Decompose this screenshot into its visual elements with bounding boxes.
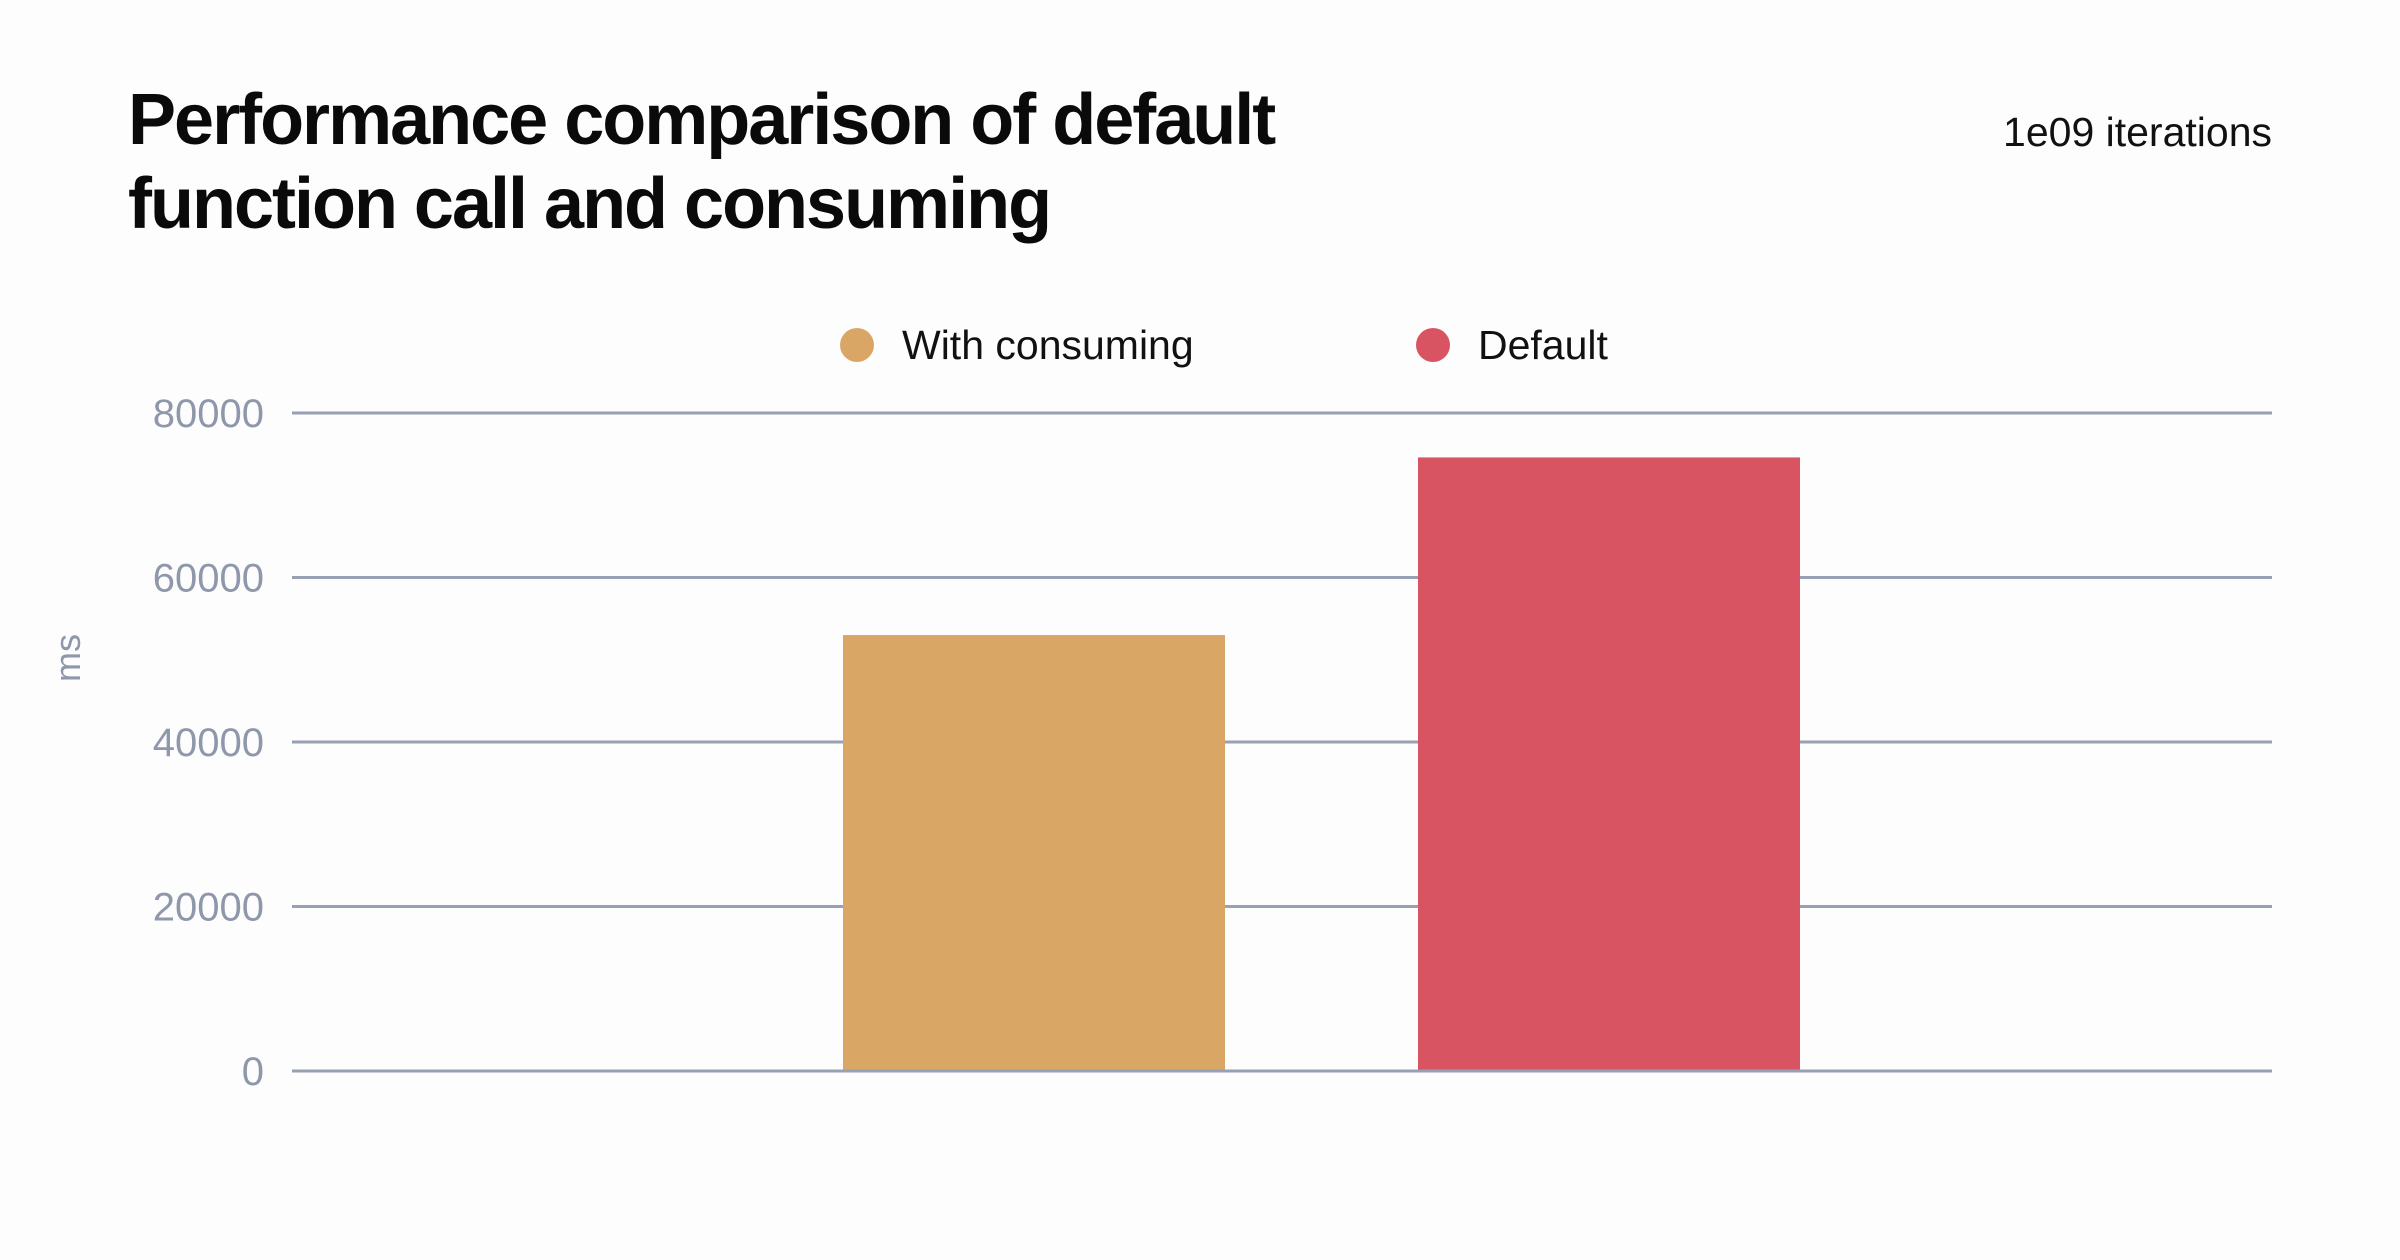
bar-default[interactable] — [1418, 457, 1800, 1071]
y-tick-label: 40000 — [153, 721, 264, 765]
legend-swatch-with-consuming — [840, 328, 874, 362]
legend-label-default: Default — [1478, 321, 1608, 368]
legend-swatch-default — [1416, 328, 1450, 362]
chart-legend: With consuming Default — [0, 312, 2400, 378]
y-tick-label: 0 — [242, 1050, 264, 1094]
legend-item-with-consuming[interactable]: With consuming — [840, 312, 1194, 378]
y-axis-title: ms — [47, 634, 88, 682]
y-tick-label: 80000 — [153, 392, 264, 436]
chart-subtitle: 1e09 iterations — [2003, 109, 2272, 155]
chart-title: Performance comparison of default functi… — [128, 80, 1276, 244]
legend-item-default[interactable]: Default — [1416, 312, 1608, 378]
y-tick-label: 20000 — [153, 886, 264, 930]
bar-with-consuming[interactable] — [843, 635, 1225, 1071]
y-tick-label: 60000 — [153, 557, 264, 601]
legend-label-with-consuming: With consuming — [902, 321, 1194, 368]
